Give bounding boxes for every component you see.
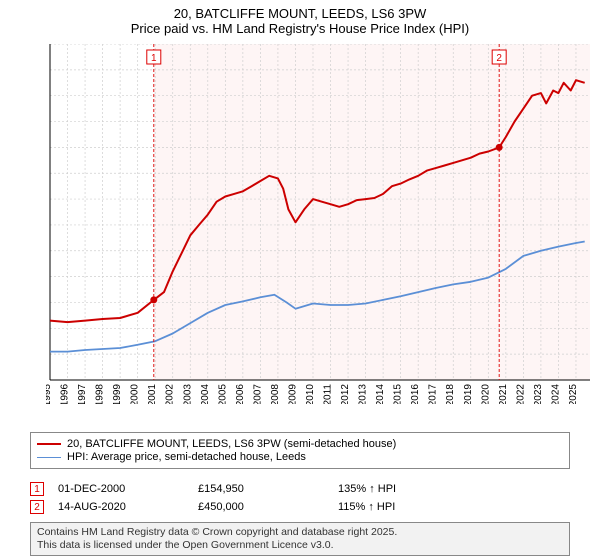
svg-text:2013: 2013 [358, 384, 369, 404]
svg-text:2020: 2020 [480, 384, 491, 404]
svg-text:2008: 2008 [270, 384, 281, 404]
svg-text:2009: 2009 [287, 384, 298, 404]
svg-text:2023: 2023 [533, 384, 544, 404]
legend-label: HPI: Average price, semi-detached house,… [67, 451, 306, 463]
marker-badge: 2 [30, 500, 44, 514]
marker-row: 2 14-AUG-2020£450,000115% ↑ HPI [30, 500, 570, 514]
svg-text:1997: 1997 [77, 384, 88, 404]
svg-text:2000: 2000 [130, 384, 141, 404]
svg-text:2021: 2021 [498, 384, 509, 404]
footer-line2: This data is licensed under the Open Gov… [37, 539, 563, 552]
svg-text:1996: 1996 [60, 384, 71, 404]
svg-text:2011: 2011 [323, 384, 334, 404]
svg-text:2018: 2018 [445, 384, 456, 404]
svg-text:2014: 2014 [375, 384, 386, 404]
svg-text:2022: 2022 [515, 384, 526, 404]
legend: 20, BATCLIFFE MOUNT, LEEDS, LS6 3PW (sem… [30, 432, 570, 469]
chart-container: 20, BATCLIFFE MOUNT, LEEDS, LS6 3PW Pric… [0, 0, 600, 560]
title-block: 20, BATCLIFFE MOUNT, LEEDS, LS6 3PW Pric… [0, 0, 600, 38]
marker-table: 1 01-DEC-2000£154,950135% ↑ HPI 2 14-AUG-20… [30, 478, 570, 518]
marker-delta: 115% ↑ HPI [338, 501, 478, 513]
svg-text:2: 2 [496, 53, 502, 64]
marker-date: 01-DEC-2000 [58, 483, 198, 495]
svg-text:2024: 2024 [550, 384, 561, 404]
marker-date: 14-AUG-2020 [58, 501, 198, 513]
svg-text:2015: 2015 [393, 384, 404, 404]
svg-text:2005: 2005 [217, 384, 228, 404]
marker-delta: 135% ↑ HPI [338, 483, 478, 495]
svg-text:1: 1 [151, 53, 157, 64]
marker-badge: 1 [30, 482, 44, 496]
svg-text:2010: 2010 [305, 384, 316, 404]
legend-label: 20, BATCLIFFE MOUNT, LEEDS, LS6 3PW (sem… [67, 438, 396, 450]
legend-swatch [37, 457, 61, 458]
svg-text:2025: 2025 [568, 384, 579, 404]
marker-row: 1 01-DEC-2000£154,950135% ↑ HPI [30, 482, 570, 496]
svg-text:2019: 2019 [463, 384, 474, 404]
svg-text:1999: 1999 [112, 384, 123, 404]
svg-text:2012: 2012 [340, 384, 351, 404]
marker-price: £154,950 [198, 483, 338, 495]
legend-item: 20, BATCLIFFE MOUNT, LEEDS, LS6 3PW (sem… [37, 438, 563, 450]
title-line1: 20, BATCLIFFE MOUNT, LEEDS, LS6 3PW [0, 6, 600, 21]
svg-text:2002: 2002 [165, 384, 176, 404]
legend-swatch [37, 443, 61, 445]
svg-text:1995: 1995 [46, 384, 53, 404]
legend-item: HPI: Average price, semi-detached house,… [37, 451, 563, 463]
svg-text:1998: 1998 [95, 384, 106, 404]
svg-text:2017: 2017 [428, 384, 439, 404]
svg-text:2007: 2007 [252, 384, 263, 404]
footer: Contains HM Land Registry data © Crown c… [30, 522, 570, 556]
price-chart: £0£50K£100K£150K£200K£250K£300K£350K£400… [46, 44, 590, 404]
footer-line1: Contains HM Land Registry data © Crown c… [37, 526, 563, 539]
svg-text:2003: 2003 [182, 384, 193, 404]
svg-text:2004: 2004 [200, 384, 211, 404]
marker-price: £450,000 [198, 501, 338, 513]
svg-text:2006: 2006 [235, 384, 246, 404]
title-line2: Price paid vs. HM Land Registry's House … [0, 21, 600, 36]
svg-text:2016: 2016 [410, 384, 421, 404]
svg-text:2001: 2001 [147, 384, 158, 404]
